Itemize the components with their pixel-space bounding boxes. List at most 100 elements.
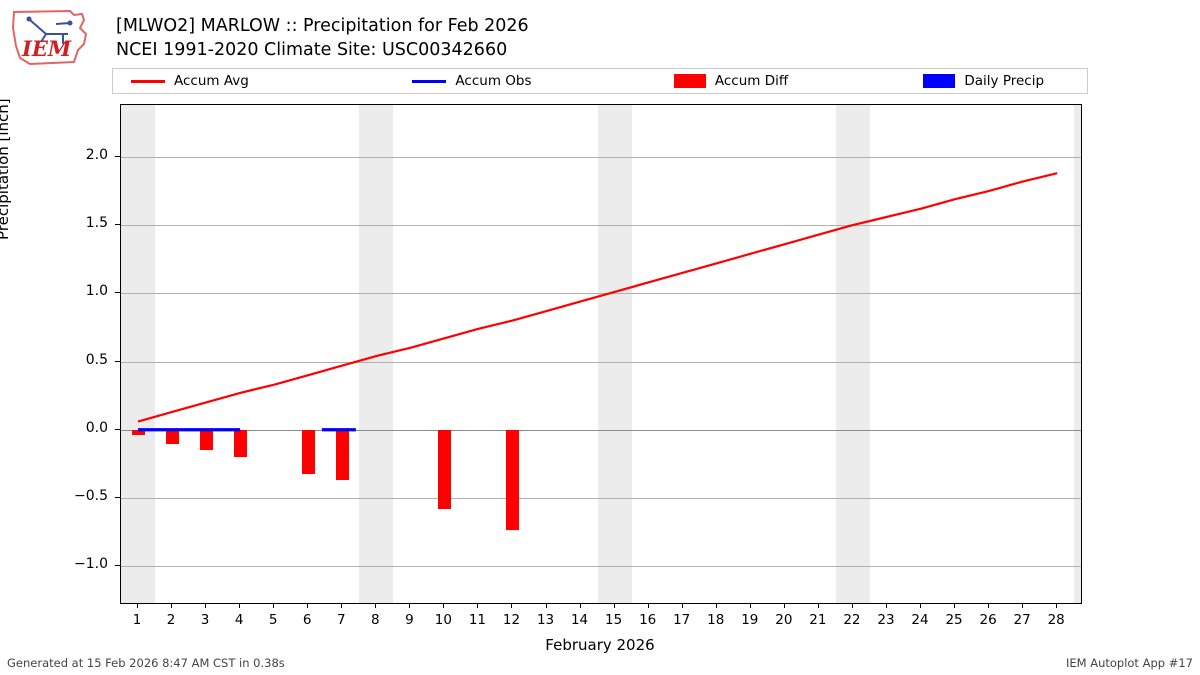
x-tick-mark	[171, 603, 173, 608]
x-tick-label: 20	[775, 612, 793, 628]
x-tick-label: 7	[336, 612, 346, 628]
x-tick-label: 24	[911, 612, 929, 628]
gridline	[121, 225, 1081, 226]
zero-axis-line	[121, 430, 1081, 431]
x-tick-label: 3	[200, 612, 210, 628]
legend-swatch-patch-daily-precip	[923, 74, 956, 88]
x-tick-label: 1	[132, 612, 142, 628]
x-tick-mark	[239, 603, 241, 608]
x-tick-mark	[885, 603, 887, 608]
x-tick-mark	[851, 603, 853, 608]
x-tick-label: 9	[405, 612, 414, 628]
legend-swatch-patch-accum-diff	[673, 74, 706, 88]
weekend-band	[121, 105, 156, 603]
x-tick-mark	[205, 603, 207, 608]
x-tick-mark	[920, 603, 921, 608]
x-tick-label: 19	[741, 612, 759, 628]
legend-item-daily-precip: Daily Precip	[897, 69, 1087, 93]
legend-label-accum-obs: Accum Obs	[455, 73, 532, 89]
x-tick-mark	[137, 603, 139, 608]
x-tick-label: 21	[809, 612, 827, 628]
weekend-band	[1074, 105, 1081, 603]
logo-text: IEM	[21, 36, 72, 61]
x-tick-label: 26	[979, 612, 997, 628]
x-tick-mark	[307, 603, 309, 608]
x-tick-mark	[954, 603, 956, 608]
x-tick-label: 28	[1047, 612, 1065, 628]
y-tick-label: 1.5	[85, 215, 108, 231]
x-tick-mark	[579, 603, 581, 608]
legend-label-accum-avg: Accum Avg	[174, 73, 249, 89]
x-tick-mark	[817, 603, 819, 608]
x-tick-label: 18	[707, 612, 725, 628]
x-tick-mark	[1022, 603, 1024, 608]
title-block: [MLWO2] MARLOW :: Precipitation for Feb …	[116, 14, 1016, 62]
y-tick-label: 0.0	[85, 420, 108, 436]
gridline	[121, 498, 1081, 499]
x-tick-mark	[783, 603, 785, 608]
weekend-band	[597, 105, 632, 603]
x-tick-mark	[647, 603, 649, 608]
y-axis-title: Precipitation [inch]	[0, 98, 12, 240]
x-tick-mark	[443, 603, 445, 608]
x-tick-label: 5	[268, 612, 278, 628]
x-tick-label: 14	[570, 612, 589, 628]
accum-avg-line	[137, 172, 1058, 423]
x-tick-label: 25	[945, 612, 963, 628]
legend-item-accum-diff: Accum Diff	[648, 69, 897, 93]
x-tick-label: 23	[877, 612, 895, 628]
y-tick-mark	[115, 429, 120, 430]
accum-diff-bar	[301, 430, 315, 474]
accum-diff-bar	[335, 430, 349, 480]
x-tick-label: 10	[434, 612, 452, 628]
legend-swatch-line-accum-obs	[412, 79, 447, 83]
y-tick-mark	[115, 497, 120, 498]
y-tick-mark	[115, 361, 120, 362]
footer-generated-text: Generated at 15 Feb 2026 8:47 AM CST in …	[7, 656, 285, 670]
legend-item-accum-avg: Accum Avg	[113, 69, 386, 93]
x-tick-label: 12	[502, 612, 521, 628]
x-tick-label: 13	[536, 612, 555, 628]
legend-label-accum-diff: Accum Diff	[714, 73, 789, 89]
accum-diff-bar	[437, 430, 451, 509]
y-tick-mark	[115, 156, 120, 157]
x-tick-label: 2	[166, 612, 176, 628]
x-tick-mark	[545, 603, 547, 608]
chart-canvas	[121, 105, 1081, 603]
accum-diff-bar	[165, 430, 179, 444]
y-tick-mark	[115, 565, 120, 566]
x-tick-label: 27	[1013, 612, 1031, 628]
x-tick-label: 17	[673, 612, 691, 628]
x-tick-mark	[341, 603, 343, 608]
x-tick-mark	[511, 603, 513, 608]
weekend-band	[835, 105, 870, 603]
x-tick-mark	[749, 603, 751, 608]
accum-diff-bar	[505, 430, 519, 530]
gridline	[121, 362, 1081, 363]
legend-label-daily-precip: Daily Precip	[964, 73, 1045, 89]
gridline	[121, 293, 1081, 294]
x-tick-label: 22	[843, 612, 861, 628]
x-tick-label: 4	[234, 612, 244, 628]
x-axis-title: February 2026	[545, 636, 655, 654]
x-tick-label: 11	[468, 612, 487, 628]
x-tick-mark	[988, 603, 990, 608]
y-tick-label: 1.0	[85, 283, 108, 299]
y-tick-mark	[115, 292, 120, 293]
x-tick-mark	[681, 603, 683, 608]
legend-swatch-line-accum-avg	[131, 79, 165, 83]
chart-legend: Accum Avg Accum Obs Accum Diff Daily Pre…	[112, 68, 1088, 94]
chart-plot-area	[120, 104, 1082, 604]
y-tick-label: 2.0	[85, 147, 108, 163]
accum-diff-bar	[199, 430, 213, 450]
page-title: [MLWO2] MARLOW :: Precipitation for Feb …	[116, 16, 529, 36]
y-tick-label: −0.5	[74, 488, 108, 504]
x-tick-mark	[613, 603, 615, 608]
gridline	[121, 566, 1081, 567]
accum-diff-bar	[233, 430, 247, 457]
x-tick-mark	[1056, 603, 1058, 608]
accum-diff-bar	[131, 430, 145, 435]
x-tick-label: 15	[605, 612, 623, 628]
x-tick-mark	[375, 603, 377, 608]
x-tick-mark	[273, 603, 275, 608]
